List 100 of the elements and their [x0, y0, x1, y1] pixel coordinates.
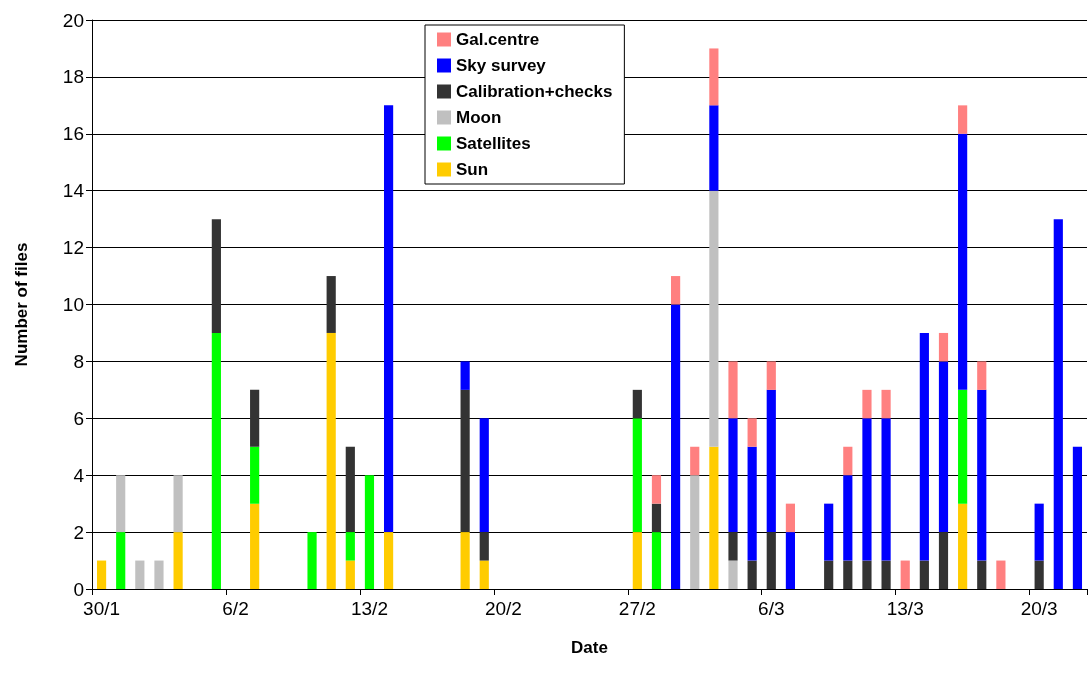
bar — [364, 475, 375, 589]
bar — [250, 389, 260, 447]
bar — [632, 389, 642, 419]
bar — [651, 475, 662, 504]
y-tick-label: 18 — [62, 66, 84, 88]
bar — [900, 560, 910, 589]
legend-label: Calibration+checks — [456, 82, 613, 101]
bar — [843, 475, 853, 561]
bar — [958, 389, 968, 504]
x-tick-label: 13/3 — [886, 598, 924, 619]
y-tick-label: 12 — [62, 237, 84, 259]
bar — [479, 532, 489, 561]
legend-label: Moon — [456, 108, 502, 127]
bar — [709, 48, 719, 106]
bar — [881, 389, 891, 419]
bar — [728, 418, 738, 533]
bar — [938, 361, 949, 533]
bar — [96, 560, 107, 589]
bar — [728, 560, 738, 589]
bar — [307, 532, 317, 589]
bar — [651, 503, 662, 533]
bar — [173, 475, 183, 533]
bar — [1034, 503, 1044, 561]
bar — [1034, 560, 1044, 589]
bar — [843, 446, 853, 476]
bar — [690, 475, 700, 589]
y-axis-title: Number of files — [12, 242, 31, 367]
bar — [958, 503, 968, 589]
bar — [824, 503, 834, 561]
bar — [460, 389, 470, 533]
x-tick-label: 13/2 — [350, 598, 388, 619]
bar — [977, 560, 987, 589]
x-tick-label: 6/3 — [758, 598, 785, 619]
y-tick-label: 6 — [73, 407, 84, 429]
bar — [747, 418, 757, 447]
bar — [862, 389, 872, 419]
legend-label: Gal.centre — [456, 30, 540, 49]
bar — [154, 560, 164, 589]
bar — [690, 446, 700, 476]
bar — [671, 304, 681, 589]
x-axis-title: Date — [571, 638, 608, 657]
bar — [250, 503, 260, 589]
bar — [881, 560, 891, 589]
bar — [709, 190, 719, 447]
legend-label: Sun — [456, 160, 489, 179]
x-tick-label: 6/2 — [222, 598, 249, 619]
bar — [326, 332, 336, 589]
bar — [824, 560, 834, 589]
bar — [632, 532, 642, 589]
bar — [250, 446, 260, 504]
bar — [919, 332, 929, 561]
bar — [709, 446, 719, 589]
x-tick-label: 30/1 — [83, 598, 121, 619]
bar — [919, 560, 929, 589]
bar — [116, 532, 126, 589]
bar — [881, 418, 891, 561]
bar — [958, 105, 968, 134]
bar — [211, 332, 221, 589]
bar — [785, 503, 796, 533]
bar — [709, 105, 719, 191]
y-tick-label: 8 — [73, 350, 84, 372]
bar — [135, 560, 145, 589]
bar — [632, 418, 642, 533]
bar — [345, 532, 355, 561]
y-tick-label: 14 — [62, 180, 85, 202]
bar — [728, 532, 738, 561]
bar — [766, 532, 776, 589]
y-tick-label: 4 — [73, 464, 85, 486]
bar — [651, 532, 662, 589]
bar — [958, 133, 968, 390]
x-tick-label: 20/2 — [484, 598, 522, 619]
bar — [671, 276, 681, 305]
bar — [766, 389, 776, 533]
y-tick-label: 2 — [73, 521, 84, 543]
bar — [345, 446, 355, 533]
bar — [728, 361, 738, 419]
bar — [383, 532, 394, 589]
bar — [843, 560, 853, 589]
y-tick-label: 20 — [62, 9, 84, 31]
legend-label: Satellites — [456, 134, 531, 153]
bar — [862, 418, 872, 561]
y-tick-label: 16 — [62, 123, 84, 145]
bar — [1053, 219, 1063, 589]
bar — [116, 475, 126, 533]
bar — [862, 560, 872, 589]
x-tick-label: 27/2 — [618, 598, 656, 619]
bar — [766, 361, 776, 390]
y-tick-label: 10 — [62, 294, 84, 315]
bar — [977, 361, 987, 390]
bar — [747, 446, 757, 561]
bar — [460, 532, 470, 589]
bar — [747, 560, 757, 589]
bar — [977, 389, 987, 561]
bar — [479, 560, 489, 589]
bar — [460, 361, 470, 390]
legend-label: Sky survey — [456, 56, 547, 75]
bar — [785, 532, 796, 589]
bar — [938, 332, 949, 362]
bar — [326, 276, 336, 333]
bar — [938, 532, 949, 589]
